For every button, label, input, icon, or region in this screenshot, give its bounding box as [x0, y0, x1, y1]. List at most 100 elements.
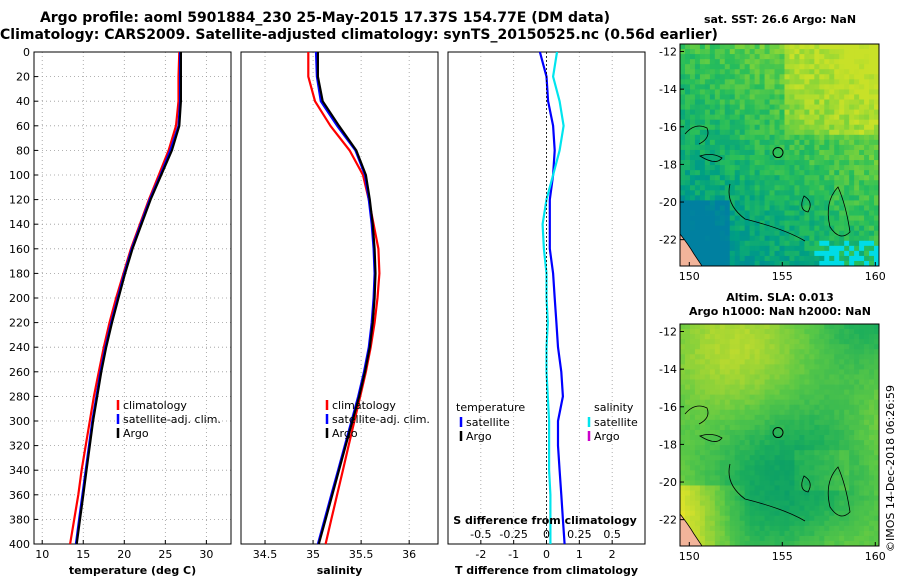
map-cell	[684, 455, 691, 461]
map-cell	[814, 210, 820, 216]
map-cell	[759, 124, 765, 131]
map-cell	[699, 230, 706, 237]
map-cell	[744, 240, 751, 247]
map-x-tick-label: 150	[679, 270, 700, 283]
map-cell	[804, 500, 810, 507]
map-cell	[799, 450, 805, 456]
map-cell	[784, 490, 790, 496]
map-cell	[794, 215, 800, 221]
map-cell	[784, 359, 790, 365]
map-cell	[694, 240, 701, 247]
map-cell	[849, 394, 855, 401]
map-cell	[804, 104, 810, 110]
map-cell	[829, 324, 835, 330]
map-cell	[739, 535, 746, 542]
map-cell	[719, 339, 726, 345]
map-cell	[680, 344, 686, 350]
map-cell	[759, 540, 765, 546]
map-cell	[729, 225, 736, 232]
map-cell	[689, 200, 696, 206]
map-cell	[799, 114, 805, 121]
map-cell	[729, 49, 736, 55]
map-cell	[694, 119, 701, 126]
map-cell	[869, 445, 875, 451]
map-cell	[849, 389, 855, 396]
map-cell	[759, 139, 765, 146]
map-cell	[739, 255, 746, 262]
map-cell	[869, 475, 875, 481]
map-cell	[744, 429, 751, 436]
map-cell	[774, 74, 780, 80]
map-cell	[729, 450, 736, 456]
map-cell	[729, 530, 736, 537]
legend-label: climatology	[332, 399, 396, 412]
map-cell	[789, 79, 795, 85]
map-cell	[859, 235, 865, 242]
map-cell	[839, 369, 845, 375]
map-cell	[829, 165, 835, 171]
map-cell	[809, 540, 815, 546]
map-cell	[744, 500, 751, 507]
map-cell	[874, 520, 879, 527]
legend-label: satellite	[466, 416, 510, 429]
map-cell	[764, 440, 770, 446]
map-cell	[849, 119, 855, 126]
map-cell	[804, 94, 810, 100]
x-tick-label: 34.5	[253, 548, 278, 561]
map-cell	[739, 165, 746, 171]
map-cell	[814, 215, 820, 221]
map-cell	[789, 170, 795, 176]
map-cell	[824, 240, 830, 247]
map-cell	[709, 324, 716, 330]
map-cell	[694, 389, 701, 396]
map-cell	[804, 250, 810, 257]
map-cell	[734, 455, 741, 461]
map-cell	[834, 475, 840, 481]
map-cell	[699, 139, 706, 146]
map-cell	[764, 114, 770, 121]
map-cell	[744, 485, 751, 491]
map-cell	[864, 89, 870, 95]
map-cell	[719, 480, 726, 486]
map-cell	[759, 79, 765, 85]
map-cell	[794, 515, 800, 522]
map-cell	[799, 170, 805, 176]
map-cell	[874, 404, 879, 411]
map-cell	[824, 170, 830, 176]
map-cell	[749, 155, 756, 161]
map-cell	[819, 344, 825, 350]
map-cell	[849, 69, 855, 75]
map-cell	[784, 485, 790, 491]
map-cell	[769, 235, 775, 242]
map-cell	[734, 74, 741, 80]
map-cell	[849, 84, 855, 90]
map-cell	[719, 455, 726, 461]
y-tick-label: 120	[9, 194, 30, 207]
map-cell	[714, 359, 721, 365]
y-tick-label: 400	[9, 538, 30, 551]
map-cell	[754, 379, 761, 385]
map-cell	[874, 329, 879, 335]
map-cell	[774, 230, 780, 237]
map-cell	[794, 440, 800, 446]
map-cell	[744, 394, 751, 401]
map-cell	[744, 435, 751, 441]
map-cell	[809, 49, 815, 55]
map-cell	[824, 435, 830, 441]
map-cell	[729, 455, 736, 461]
map-cell	[769, 389, 775, 396]
map-cell	[804, 99, 810, 105]
map-cell	[704, 485, 711, 491]
map-cell	[854, 170, 860, 176]
map-cell	[769, 520, 775, 527]
map-cell	[859, 109, 865, 116]
map-cell	[864, 445, 870, 451]
map-cell	[694, 490, 701, 496]
map-y-tick-label: -22	[659, 514, 677, 527]
map-cell	[834, 134, 840, 141]
map-cell	[744, 540, 751, 546]
map-cell	[784, 104, 790, 110]
map-cell	[680, 124, 686, 131]
map-cell	[844, 215, 850, 221]
map-cell	[779, 465, 785, 471]
